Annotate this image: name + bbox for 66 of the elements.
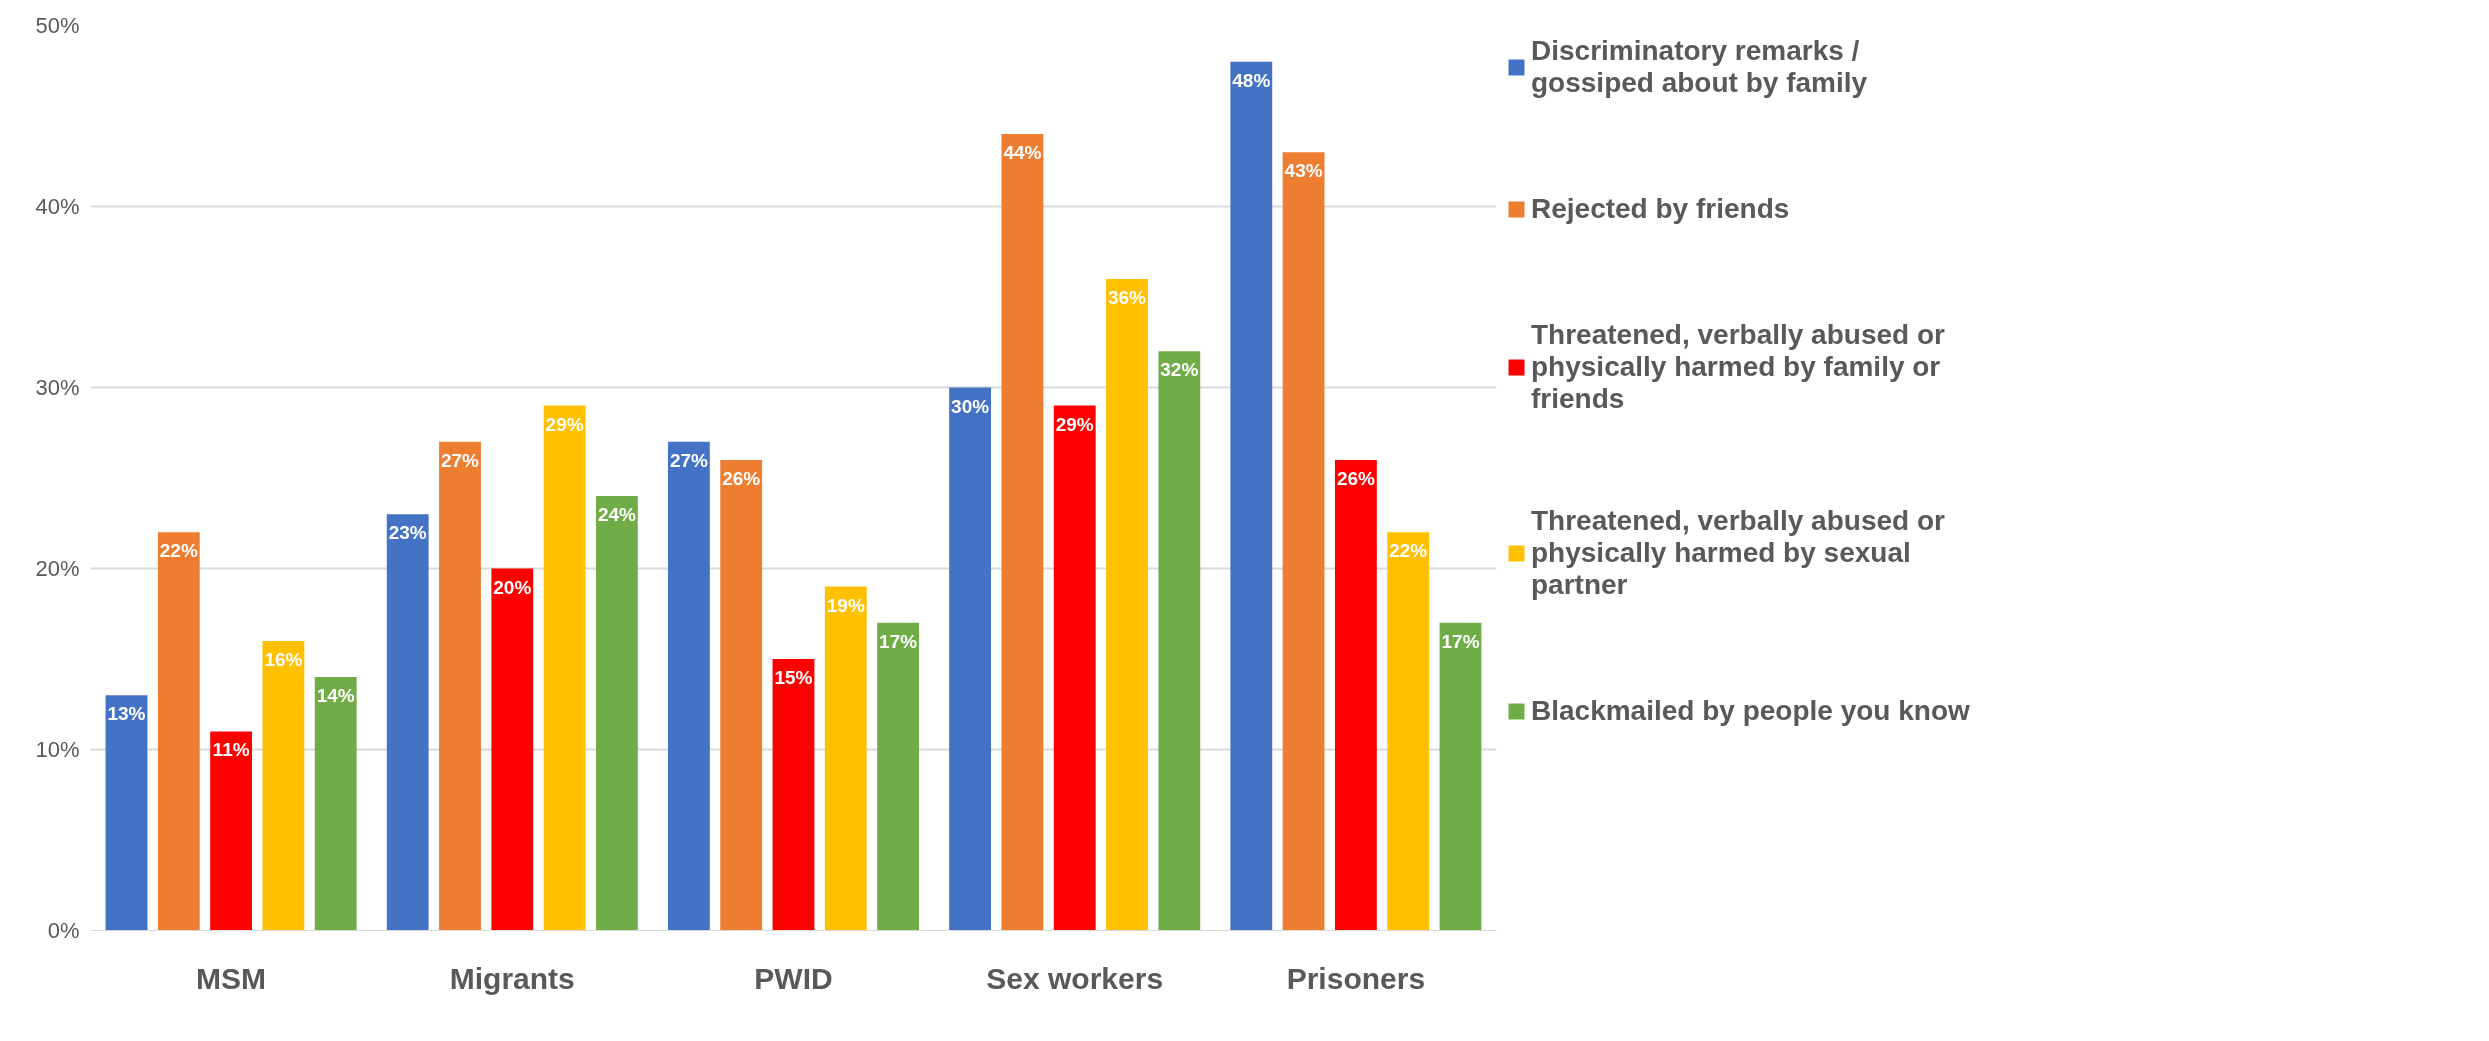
data-label: 29% <box>1055 413 1094 435</box>
data-label: 27% <box>669 449 709 471</box>
data-label: 27% <box>440 449 480 471</box>
data-label: 32% <box>1160 359 1199 381</box>
bar <box>772 659 815 931</box>
bar <box>157 532 200 931</box>
bar <box>210 731 253 931</box>
data-label: 15% <box>774 667 813 688</box>
y-tick-label: 20% <box>35 556 80 581</box>
bar <box>491 568 534 931</box>
bar <box>1282 152 1325 931</box>
x-tick-label: Migrants <box>449 961 575 995</box>
bar <box>877 622 920 931</box>
x-tick-label: Prisoners <box>1286 961 1426 995</box>
data-label: 22% <box>1389 540 1428 562</box>
y-tick-label: 0% <box>47 918 80 943</box>
bar <box>439 441 481 931</box>
data-label: 30% <box>951 395 990 417</box>
data-label: 48% <box>1232 69 1271 91</box>
data-label: 22% <box>159 540 198 562</box>
y-tick-label: 30% <box>35 375 80 400</box>
bar <box>1106 278 1148 931</box>
bar <box>105 695 148 931</box>
legend-label: Discriminatory remarks / gossiped about by family <box>1531 35 1869 99</box>
data-label: 17% <box>879 630 918 652</box>
y-tick-label: 10% <box>35 737 80 762</box>
bar <box>1001 134 1044 931</box>
bar <box>314 677 357 931</box>
data-label: 36% <box>1107 286 1147 308</box>
bar <box>1158 351 1201 931</box>
data-label: 24% <box>597 504 637 526</box>
data-label: 16% <box>264 648 303 670</box>
bar <box>1230 61 1273 931</box>
bar <box>386 514 429 931</box>
data-label: 23% <box>388 522 427 544</box>
x-tick-label: Sex workers <box>986 961 1164 995</box>
data-label: 17% <box>1441 630 1480 652</box>
data-label: 26% <box>722 467 761 489</box>
data-label: 19% <box>826 594 865 616</box>
y-tick-label: 50% <box>35 13 80 38</box>
data-label: 13% <box>107 703 146 725</box>
bar <box>262 640 305 931</box>
bar <box>949 387 992 931</box>
legend-label: Blackmailed by people you know <box>1531 694 1970 728</box>
bar <box>1053 405 1096 931</box>
legend-label: Threatened, verbally abused or physically harmed by family or friends <box>1531 319 1946 415</box>
legend-label: Threatened, verbally abused or physically harmed by sexual partner <box>1531 505 1946 601</box>
data-label: 44% <box>1003 142 1042 164</box>
data-label: 29% <box>545 413 584 435</box>
data-label: 20% <box>493 576 532 598</box>
x-tick-label: PWID <box>754 961 833 995</box>
legend-label: Rejected by friends <box>1531 192 1791 226</box>
bar <box>595 496 638 931</box>
bar <box>720 459 763 931</box>
data-label: 14% <box>316 685 355 707</box>
bar <box>543 405 586 931</box>
y-tick-label: 40% <box>35 194 80 219</box>
data-label: 43% <box>1284 160 1323 182</box>
bar <box>1387 532 1430 931</box>
data-label: 26% <box>1336 467 1376 489</box>
x-tick-label: MSM <box>196 961 267 995</box>
data-label: 11% <box>212 739 250 761</box>
bar <box>1334 459 1377 931</box>
bar <box>824 586 867 931</box>
bar <box>1439 622 1482 931</box>
bar <box>667 441 710 931</box>
